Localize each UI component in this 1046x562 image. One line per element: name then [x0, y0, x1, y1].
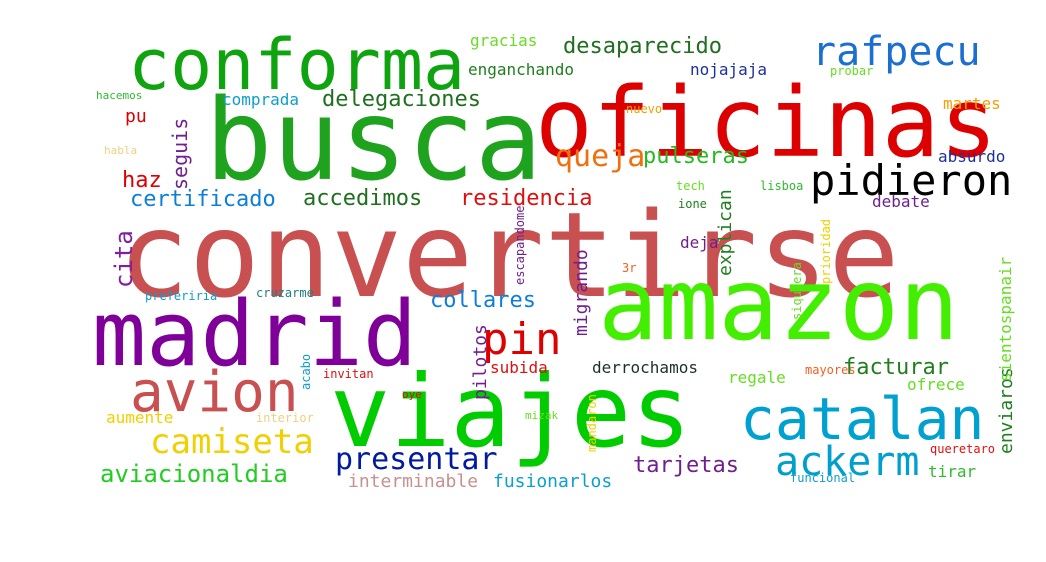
cloud-word: interminable — [348, 471, 479, 492]
cloud-word: derrochamos — [592, 358, 698, 377]
cloud-word: queretaro — [930, 442, 996, 456]
cloud-word: subida — [490, 358, 548, 377]
cloud-word: presentar — [335, 442, 498, 477]
cloud-word: habla — [104, 144, 138, 157]
cloud-word: mizak — [525, 409, 559, 422]
cloud-word: absurdo — [938, 147, 1006, 166]
cloud-word: regale — [728, 368, 786, 387]
cloud-word: siquiera — [790, 262, 804, 320]
cloud-word: lisboa — [760, 179, 804, 193]
cloud-word: queja — [555, 139, 646, 174]
cloud-word: hacemos — [96, 89, 143, 102]
cloud-word: nojajaja — [690, 60, 768, 79]
cloud-word: preferiria — [145, 289, 218, 303]
cloud-word: accedimos — [303, 186, 423, 211]
cloud-word: pulseras — [643, 144, 749, 169]
cloud-word: catalan — [740, 385, 985, 453]
cloud-word: residencia — [460, 186, 593, 211]
cloud-word: martes — [943, 94, 1001, 113]
cloud-word: interior — [256, 411, 314, 425]
cloud-word: ofrece — [907, 375, 965, 394]
cloud-word: haz — [122, 168, 162, 193]
cloud-word: busca — [205, 76, 543, 206]
cloud-word: aviacionaldia — [100, 460, 288, 488]
cloud-word: collares — [430, 288, 536, 313]
cloud-word: pilotos — [470, 324, 491, 400]
cloud-word: avion — [130, 360, 299, 425]
cloud-word: escapandome — [513, 205, 527, 285]
cloud-word: migrando — [571, 249, 592, 336]
cloud-word: oficinas — [535, 67, 998, 179]
cloud-word: desaparecido — [563, 34, 722, 59]
cloud-word: tirar — [928, 462, 977, 481]
cloud-word: fusionarlos — [493, 471, 613, 492]
cloud-word: pu — [125, 106, 147, 127]
cloud-word: cita — [110, 230, 138, 288]
cloud-word: cruzarme — [256, 286, 314, 300]
cloud-word: explican — [715, 189, 736, 276]
cloud-word: deja — [680, 233, 719, 252]
cloud-word: amazon — [598, 246, 960, 363]
cloud-word: tech — [676, 179, 705, 193]
cloud-word: comprada — [222, 90, 300, 109]
cloud-word: probar — [830, 64, 874, 78]
cloud-word: mayores — [805, 363, 856, 377]
cloud-word: pidieron — [810, 156, 1013, 205]
cloud-word: pin — [482, 314, 562, 365]
cloud-word: ackerm — [775, 439, 920, 485]
cloud-word: rafpecu — [812, 29, 981, 75]
cloud-word: mandaron — [585, 394, 599, 452]
cloud-word: debate — [872, 192, 930, 211]
cloud-word: funcional — [790, 471, 856, 485]
cloud-word: certificado — [130, 187, 276, 212]
cloud-word: delegaciones — [322, 87, 481, 112]
cloud-word: 3r — [622, 261, 637, 275]
cloud-word: gracias — [470, 31, 538, 50]
cloud-word: facturar — [843, 355, 949, 380]
cloud-word: nuevo — [626, 102, 663, 116]
cloud-word: invitan — [323, 367, 374, 381]
cloud-word: seguis — [168, 117, 192, 190]
cloud-word: ione — [678, 197, 707, 211]
cloud-word: tarjetas — [633, 453, 739, 478]
cloud-word: camiseta — [150, 422, 314, 462]
cloud-word: viajes — [330, 353, 692, 470]
cloud-word: acabo — [299, 353, 313, 390]
cloud-word: prioridad — [819, 218, 833, 284]
cloud-word: convertirse — [118, 186, 900, 324]
cloud-word: aumente — [106, 408, 174, 427]
cloud-word: sientospanair — [996, 256, 1015, 382]
cloud-word: madrid — [92, 282, 418, 387]
cloud-word: conforma — [128, 24, 466, 106]
cloud-word: oye — [402, 388, 422, 401]
cloud-word: enganchando — [468, 60, 574, 79]
